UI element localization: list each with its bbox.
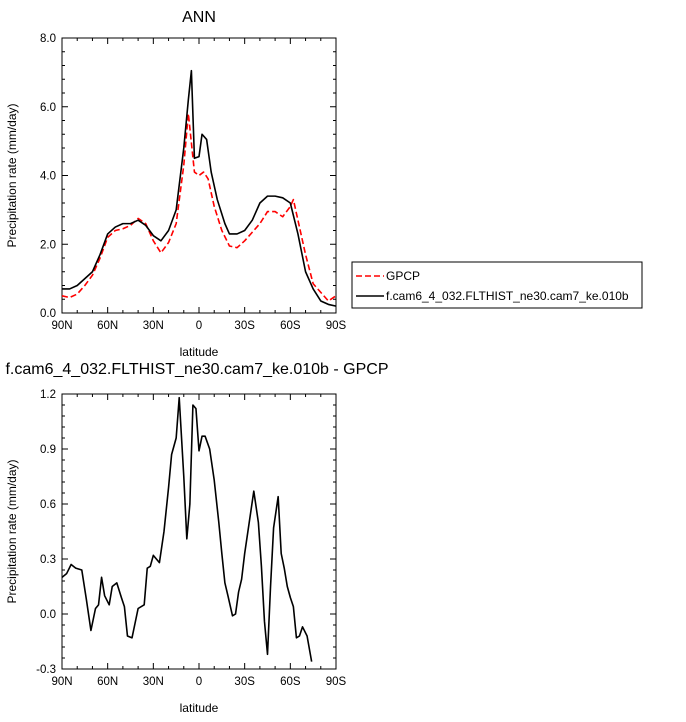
x-tick-label: 90S — [326, 320, 347, 332]
y-tick-label: 0.6 — [40, 499, 56, 511]
y-tick-label: 0.9 — [40, 444, 56, 456]
legend-entry: f.cam6_4_032.FLTHIST_ne30.cam7_ke.010b — [386, 289, 629, 303]
x-axis-label: latitude — [180, 345, 219, 359]
x-tick-label: 30N — [143, 676, 164, 688]
chart-title: ANN — [182, 9, 216, 26]
series-line-model — [62, 69, 337, 307]
x-tick-label: 60N — [97, 676, 118, 688]
panel-annual-mean: ANN 90N 60N 30N 0 30S 60S 90S 0.0 2.0 4.0 6.0 8.0 lat… — [5, 9, 347, 359]
x-tick-label: 60S — [280, 320, 301, 332]
y-axis-label: Precipitation rate (mm/day) — [5, 103, 19, 247]
series-line-gpcp — [61, 112, 337, 302]
y-tick-label: 4.0 — [40, 171, 56, 183]
x-tick-label: 90N — [51, 676, 72, 688]
y-tick-label: 2.0 — [40, 239, 56, 251]
x-tick-label: 90S — [326, 676, 347, 688]
x-tick-label: 90N — [51, 320, 72, 332]
series-line-difference — [61, 396, 313, 662]
chart-title: f.cam6_4_032.FLTHIST_ne30.cam7_ke.010b -… — [5, 361, 388, 378]
x-tick-label: 30S — [234, 320, 255, 332]
legend-box — [351, 261, 643, 309]
y-axis-label: Precipitation rate (mm/day) — [5, 459, 19, 603]
panel-difference: f.cam6_4_032.FLTHIST_ne30.cam7_ke.010b -… — [5, 361, 389, 715]
x-tick-label: 30S — [234, 676, 255, 688]
legend: GPCP f.cam6_4_032.FLTHIST_ne30.cam7_ke.01… — [351, 261, 643, 309]
y-tick-label: 6.0 — [40, 102, 56, 114]
x-tick-label: 0 — [196, 320, 202, 332]
y-tick-label: 0.0 — [40, 308, 56, 320]
y-tick-label: 0.3 — [40, 554, 56, 566]
plot-frame — [61, 37, 337, 314]
y-tick-label: 1.2 — [40, 389, 56, 401]
x-tick-label: 30N — [143, 320, 164, 332]
x-tick-label: 0 — [196, 676, 202, 688]
x-axis-label: latitude — [180, 701, 219, 715]
y-tick-label: -0.3 — [36, 664, 56, 676]
x-tick-label: 60N — [97, 320, 118, 332]
y-tick-label: 0.0 — [40, 609, 56, 621]
legend-entry: GPCP — [386, 269, 420, 283]
x-tick-label: 60S — [280, 676, 301, 688]
y-tick-label: 8.0 — [40, 33, 56, 45]
